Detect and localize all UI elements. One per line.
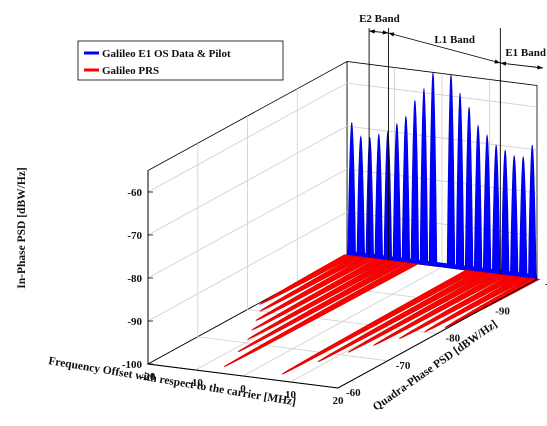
l1-band-arrow-head: [494, 59, 501, 64]
e1-band-arrow-head: [500, 61, 507, 66]
z-tick-label: -90: [127, 316, 142, 328]
prs-lobe-10: [373, 273, 509, 346]
e1-os-lobe-13: [473, 124, 483, 273]
gridline-z: [147, 82, 538, 193]
prs-lobe-0: [259, 254, 356, 305]
e1-os-lobe-5: [392, 122, 402, 263]
z-tick-label: -60: [127, 187, 142, 199]
prs-lobe-4: [247, 259, 398, 340]
e1-os-lobe-7: [410, 100, 420, 265]
band-label-0: E2 Band: [359, 13, 400, 25]
prs-lobe-7: [281, 269, 477, 375]
legend-label-e1-os: Galileo E1 OS Data & Pilot: [102, 48, 231, 60]
prs-lobe-5: [237, 260, 409, 353]
prs-lobe-8: [317, 271, 488, 363]
q-tick-label: -70: [396, 360, 411, 372]
e1-os-lobe-0: [347, 122, 356, 257]
prs-lobe-11: [399, 275, 520, 339]
e1-os-lobe-3: [374, 133, 384, 260]
e1-os-lobe-9: [428, 72, 438, 267]
x-tick-label: -10: [188, 377, 203, 389]
x-tick-label: 10: [285, 389, 297, 401]
gridline-z: [147, 168, 538, 279]
gridline-z: [147, 125, 538, 236]
l1-band-arrow-head: [388, 32, 395, 37]
prs-lobe-9: [347, 272, 499, 353]
q-tick-label: -90: [495, 305, 510, 317]
prs-lobe-6: [223, 262, 419, 368]
e1-os-lobe-1: [356, 135, 366, 258]
e1-band-arrow-head: [537, 65, 543, 70]
z-tick-label: -70: [127, 230, 142, 242]
series-e1-os: [347, 72, 537, 280]
e1-os-lobe-12: [464, 106, 474, 272]
e1-os-lobe-16: [500, 149, 510, 276]
prs-lobe-1: [259, 255, 366, 312]
prs-lobe-12: [423, 276, 531, 333]
legend-label-prs: Galileo PRS: [102, 65, 159, 77]
band-label-2: E1 Band: [505, 47, 546, 59]
e1-band-arrow: [500, 62, 544, 69]
e1-os-lobe-19: [528, 145, 537, 280]
axis-ticks: -100-90-80-70-60-20-1001020-60-70-80-90-…: [122, 170, 547, 407]
band-markers: E2 Band L1 Band E1 Band: [359, 13, 546, 275]
band-label-1: L1 Band: [434, 34, 475, 46]
gridline-z: [147, 211, 538, 322]
e1-os-baseline: [347, 250, 537, 279]
e1-os-lobe-14: [482, 133, 492, 274]
e1-os-lobe-11: [455, 92, 465, 271]
l1-band-arrow: [388, 32, 501, 64]
e1-os-lobe-10: [446, 74, 456, 269]
q-tick-label: -60: [346, 387, 361, 399]
legend-box: [77, 40, 284, 81]
box-front-edges: [147, 170, 538, 389]
e1-os-lobe-2: [365, 136, 375, 259]
z-tick-label: -100: [122, 359, 143, 371]
e2-band-arrow-head: [369, 29, 375, 34]
e1-os-lobe-15: [491, 144, 501, 275]
z-tick-label: -80: [127, 273, 142, 285]
e1-os-lobe-17: [509, 154, 519, 277]
x-tick-label: 0: [240, 383, 246, 395]
prs-lobe-2: [255, 256, 377, 321]
e1-os-lobe-8: [419, 88, 429, 266]
x-tick-label: 20: [333, 395, 345, 407]
e1-os-lobe-6: [401, 116, 411, 264]
q-tick-label: -100: [545, 278, 547, 290]
q-tick-label: -80: [446, 333, 461, 345]
z-axis-label: In-Phase PSD [dBW/Hz]: [16, 167, 28, 288]
e1-os-lobe-18: [518, 155, 528, 279]
legend: Galileo E1 OS Data & Pilot Galileo PRS: [77, 40, 284, 81]
x-tick-label: -20: [141, 371, 156, 383]
prs-lobe-3: [251, 258, 388, 331]
e2-band-arrow-head: [382, 30, 389, 35]
